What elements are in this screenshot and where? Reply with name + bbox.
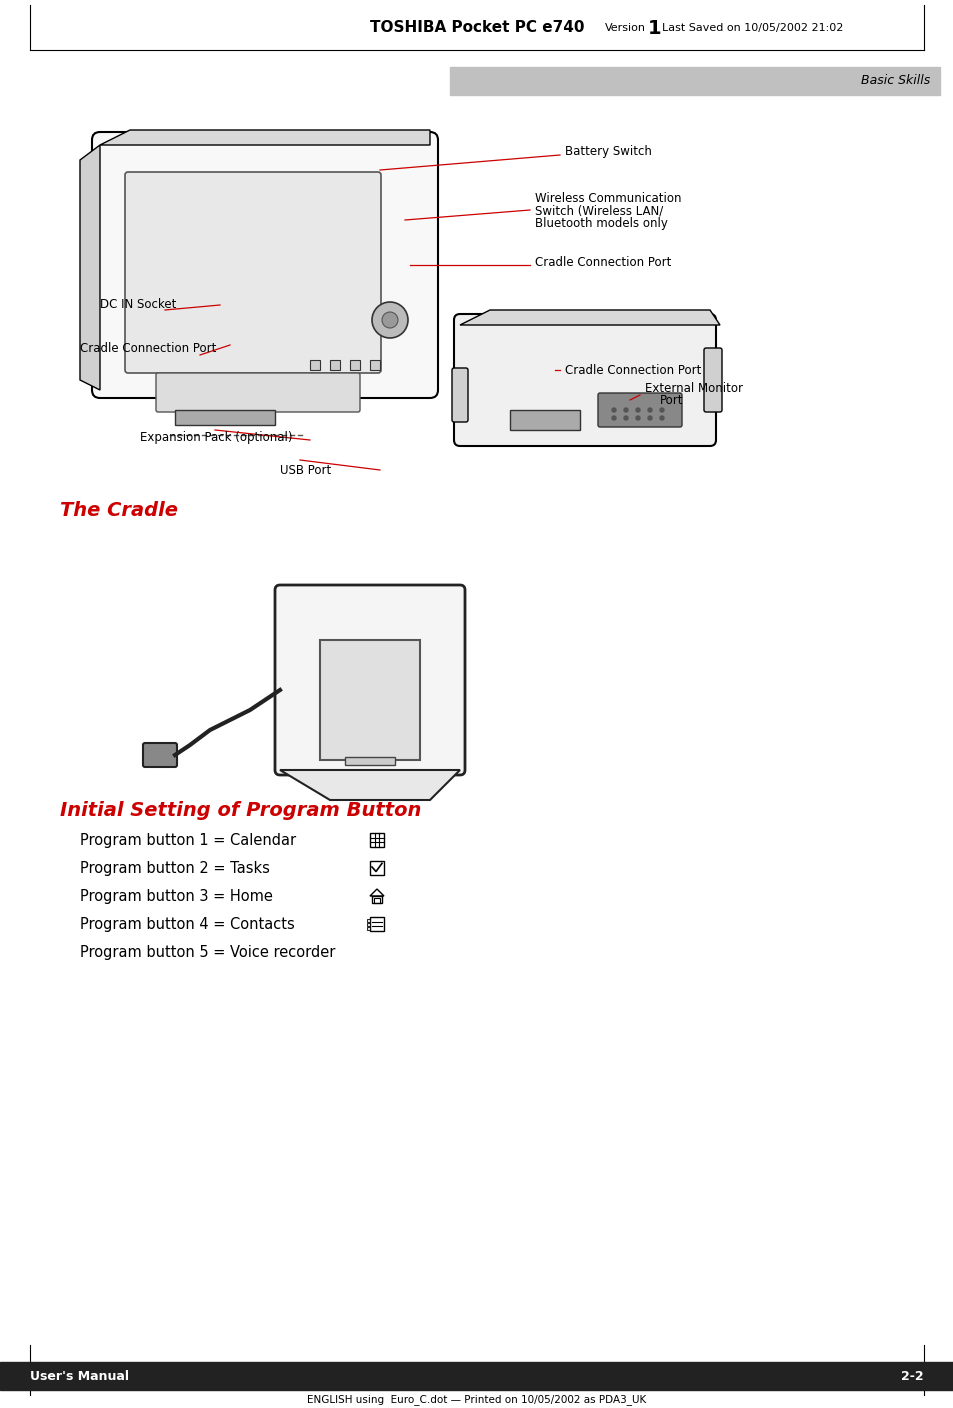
Circle shape — [612, 408, 616, 413]
Text: Switch (Wireless LAN/: Switch (Wireless LAN/ — [535, 204, 662, 217]
Bar — [330, 360, 339, 370]
Circle shape — [636, 408, 639, 413]
Bar — [367, 926, 370, 929]
Text: Wireless Communication: Wireless Communication — [535, 191, 680, 204]
Text: Battery Switch: Battery Switch — [564, 145, 651, 159]
FancyBboxPatch shape — [452, 367, 468, 422]
FancyBboxPatch shape — [156, 373, 359, 413]
Bar — [367, 922, 370, 925]
Bar — [319, 641, 419, 760]
Text: Cradle Connection Port: Cradle Connection Port — [535, 255, 671, 269]
Circle shape — [381, 313, 397, 328]
Bar — [510, 410, 579, 429]
Text: Last Saved on 10/05/2002 21:02: Last Saved on 10/05/2002 21:02 — [661, 23, 842, 32]
FancyBboxPatch shape — [454, 314, 716, 446]
Text: Program button 4 = Contacts: Program button 4 = Contacts — [80, 917, 294, 932]
Text: Program button 5 = Voice recorder: Program button 5 = Voice recorder — [80, 945, 335, 959]
Text: Program button 2 = Tasks: Program button 2 = Tasks — [80, 860, 270, 876]
Bar — [370, 360, 379, 370]
Text: USB Port: USB Port — [280, 463, 331, 476]
Text: The Cradle: The Cradle — [60, 500, 178, 520]
Polygon shape — [280, 770, 459, 800]
Text: Version: Version — [604, 23, 645, 32]
FancyBboxPatch shape — [703, 348, 721, 413]
Circle shape — [612, 415, 616, 420]
Circle shape — [372, 301, 408, 338]
FancyBboxPatch shape — [274, 584, 464, 774]
FancyBboxPatch shape — [598, 393, 681, 427]
Circle shape — [659, 415, 663, 420]
Circle shape — [636, 415, 639, 420]
Text: Expansion Pack (optional): Expansion Pack (optional) — [140, 431, 293, 444]
Bar — [370, 917, 384, 931]
Bar — [310, 360, 319, 370]
Bar — [374, 898, 379, 903]
FancyBboxPatch shape — [125, 172, 380, 373]
Polygon shape — [459, 310, 720, 325]
Text: 2-2: 2-2 — [901, 1370, 923, 1383]
Circle shape — [659, 408, 663, 413]
Text: External Monitor: External Monitor — [644, 382, 742, 394]
Text: Program button 1 = Calendar: Program button 1 = Calendar — [80, 832, 295, 848]
Text: Initial Setting of Program Button: Initial Setting of Program Button — [60, 801, 421, 819]
Polygon shape — [80, 145, 100, 390]
Text: Cradle Connection Port: Cradle Connection Port — [564, 363, 700, 376]
Circle shape — [647, 408, 651, 413]
Text: Basic Skills: Basic Skills — [860, 75, 929, 87]
Bar — [0, 1362, 953, 1390]
Text: Port: Port — [659, 394, 682, 407]
Bar — [370, 862, 384, 874]
Bar — [174, 410, 274, 425]
FancyBboxPatch shape — [91, 132, 437, 398]
Circle shape — [647, 415, 651, 420]
Text: User's Manual: User's Manual — [30, 1370, 129, 1383]
Bar — [372, 895, 381, 903]
Text: ENGLISH using  Euro_C.dot — Printed on 10/05/2002 as PDA3_UK: ENGLISH using Euro_C.dot — Printed on 10… — [307, 1394, 646, 1405]
Text: TOSHIBA Pocket PC e740: TOSHIBA Pocket PC e740 — [370, 21, 583, 35]
Bar — [350, 360, 359, 370]
Bar — [367, 918, 370, 921]
Bar — [345, 758, 395, 765]
Bar — [370, 834, 384, 848]
Text: Program button 3 = Home: Program button 3 = Home — [80, 888, 273, 904]
Polygon shape — [100, 130, 430, 145]
Text: Cradle Connection Port: Cradle Connection Port — [80, 342, 216, 355]
Text: Bluetooth models only: Bluetooth models only — [535, 217, 667, 231]
FancyBboxPatch shape — [143, 743, 177, 767]
Text: DC IN Socket: DC IN Socket — [100, 298, 176, 311]
Circle shape — [623, 408, 627, 413]
Bar — [450, 68, 939, 94]
Text: 1: 1 — [647, 18, 661, 38]
Circle shape — [623, 415, 627, 420]
